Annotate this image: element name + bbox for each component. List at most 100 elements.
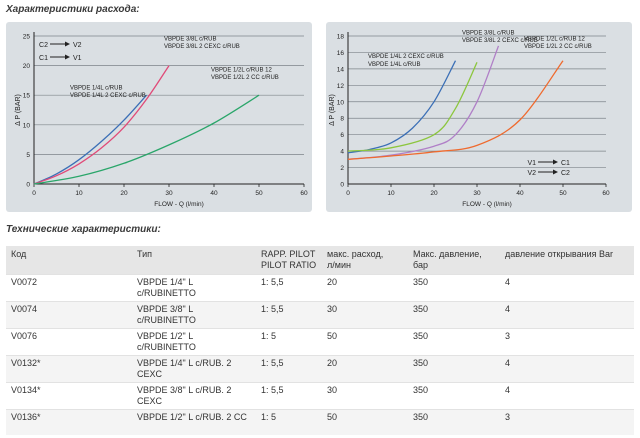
cell-opening-pressure: 4 bbox=[500, 301, 634, 329]
cell-code: V0132* bbox=[6, 355, 132, 383]
series-label: VBPDE 1/4L 2 CEXC c/RUB bbox=[368, 54, 444, 60]
cell-pilot-ratio: 1: 5,5 bbox=[256, 355, 322, 383]
y-tick-label: 0 bbox=[340, 182, 344, 189]
x-tick-label: 50 bbox=[255, 190, 263, 197]
series-line bbox=[347, 60, 564, 160]
x-tick-label: 50 bbox=[559, 190, 567, 197]
x-axis-label: FLOW - Q (l/min) bbox=[154, 201, 203, 208]
y-tick-label: 10 bbox=[23, 122, 31, 129]
cell-max-pressure: 350 bbox=[408, 382, 500, 410]
legend-arrow-to: C1 bbox=[561, 160, 570, 167]
header-type: Тип bbox=[132, 246, 256, 275]
legend-arrow-to: C2 bbox=[561, 170, 570, 177]
cell-pilot-ratio: 1: 5,5 bbox=[256, 274, 322, 302]
cell-opening-pressure: 4 bbox=[500, 355, 634, 383]
series-label: VBPDE 1/4L c/RUB VBPDE 1/4L 2 CEXC c/RUB bbox=[70, 86, 146, 100]
cell-max-flow: 50 bbox=[322, 328, 408, 356]
table-row: V0132* VBPDE 1/4" L c/RUB. 2 CEXC 1: 5,5 … bbox=[6, 355, 634, 383]
cell-code: V0074 bbox=[6, 301, 132, 329]
table-row: V0134* VBPDE 3/8" L c/RUB. 2 CEXC 1: 5,5 … bbox=[6, 382, 634, 410]
arrow-head-icon bbox=[553, 159, 558, 165]
arrow-head-icon bbox=[65, 41, 70, 47]
header-max-pressure: Макс. давление, бар bbox=[408, 246, 500, 275]
cell-max-flow: 30 bbox=[322, 382, 408, 410]
cell-max-pressure: 350 bbox=[408, 355, 500, 383]
series-label: VBPDE 3/8L c/RUB VBPDE 3/8L 2 CEXC c/RUB bbox=[164, 37, 240, 51]
series-label: VBPDE 1/4L c/RUB bbox=[368, 62, 420, 68]
cell-type: VBPDE 3/8" L c/RUB. 2 CEXC bbox=[132, 382, 256, 410]
legend-arrow-from: V1 bbox=[527, 160, 536, 167]
y-tick-label: 14 bbox=[337, 66, 345, 73]
arrow-head-icon bbox=[65, 54, 70, 60]
cell-opening-pressure: 3 bbox=[500, 409, 634, 435]
y-tick-label: 5 bbox=[26, 152, 30, 159]
series-line bbox=[33, 65, 170, 185]
cell-max-pressure: 350 bbox=[408, 274, 500, 302]
y-tick-label: 6 bbox=[340, 132, 344, 139]
x-tick-label: 10 bbox=[387, 190, 395, 197]
cell-pilot-ratio: 1: 5 bbox=[256, 328, 322, 356]
cell-max-flow: 20 bbox=[322, 274, 408, 302]
series-line bbox=[347, 62, 478, 152]
y-tick-label: 15 bbox=[23, 93, 31, 100]
cell-type: VBPDE 1/4" L c/RUB. 2 CEXC bbox=[132, 355, 256, 383]
y-tick-label: 4 bbox=[340, 149, 344, 156]
series-line bbox=[33, 94, 147, 185]
cell-pilot-ratio: 1: 5 bbox=[256, 409, 322, 435]
cell-opening-pressure: 4 bbox=[500, 274, 634, 302]
series-label: VBPDE 1/2L c/RUB 12 VBPDE 1/2L 2 CC c/RUB bbox=[211, 68, 279, 82]
cell-max-pressure: 350 bbox=[408, 301, 500, 329]
cell-opening-pressure: 3 bbox=[500, 328, 634, 356]
series-line bbox=[347, 60, 457, 154]
specs-table: Код Тип RAPP. PILOT PILOT RATIO макс. рас… bbox=[6, 246, 634, 435]
cell-max-flow: 50 bbox=[322, 409, 408, 435]
cell-code: V0076 bbox=[6, 328, 132, 356]
x-tick-label: 40 bbox=[516, 190, 524, 197]
legend-arrow-from: C1 bbox=[39, 55, 48, 62]
x-tick-label: 30 bbox=[165, 190, 173, 197]
tech-characteristics-title: Технические характеристики: bbox=[6, 224, 161, 235]
y-tick-label: 0 bbox=[26, 182, 30, 189]
series-label: VBPDE 3/8L c/RUB VBPDE 3/8L 2 CEXC c/RUB bbox=[462, 31, 538, 45]
cell-max-flow: 20 bbox=[322, 355, 408, 383]
cell-pilot-ratio: 1: 5,5 bbox=[256, 301, 322, 329]
y-tick-label: 25 bbox=[23, 34, 31, 41]
cell-code: V0136* bbox=[6, 409, 132, 435]
legend-arrow-from: V2 bbox=[527, 170, 536, 177]
x-tick-label: 20 bbox=[120, 190, 128, 197]
y-tick-label: 12 bbox=[337, 83, 345, 90]
legend-arrow-from: C2 bbox=[39, 42, 48, 49]
header-pilot-ratio: RAPP. PILOT PILOT RATIO bbox=[256, 246, 322, 275]
x-tick-label: 40 bbox=[210, 190, 218, 197]
x-tick-label: 60 bbox=[602, 190, 610, 197]
y-tick-label: 2 bbox=[340, 165, 344, 172]
chart-panel-right: 0 2 4 6 8 10 12 14 16 18 0 10 20 30 40 50 60 FLOW - Q (l/… bbox=[326, 22, 632, 212]
header-max-flow: макс. расход, л/мин bbox=[322, 246, 408, 275]
flow-characteristics-title: Характеристики расхода: bbox=[6, 4, 140, 15]
x-tick-label: 0 bbox=[32, 190, 36, 197]
x-tick-label: 10 bbox=[75, 190, 83, 197]
cell-max-pressure: 350 bbox=[408, 409, 500, 435]
cell-opening-pressure: 4 bbox=[500, 382, 634, 410]
header-opening-pressure: давление открывания Bar bbox=[500, 246, 634, 275]
arrow-head-icon bbox=[553, 169, 558, 175]
y-tick-label: 18 bbox=[337, 34, 345, 41]
cell-type: VBPDE 1/2" L c/RUB. 2 CC bbox=[132, 409, 256, 435]
y-tick-label: 8 bbox=[340, 116, 344, 123]
x-tick-label: 60 bbox=[300, 190, 308, 197]
legend-arrow-to: V2 bbox=[73, 42, 82, 49]
y-tick-label: 10 bbox=[337, 99, 345, 106]
legend-arrow-to: V1 bbox=[73, 55, 82, 62]
cell-pilot-ratio: 1: 5,5 bbox=[256, 382, 322, 410]
cell-code: V0134* bbox=[6, 382, 132, 410]
cell-max-flow: 30 bbox=[322, 301, 408, 329]
y-axis-label: Δ P (BAR) bbox=[329, 94, 336, 126]
x-tick-label: 30 bbox=[473, 190, 481, 197]
table-header-row: Код Тип RAPP. PILOT PILOT RATIO макс. рас… bbox=[6, 246, 634, 275]
y-tick-label: 20 bbox=[23, 63, 31, 70]
chart-panel-left: 0 5 10 15 20 25 0 10 20 30 40 50 60 FLOW - Q (l/min) Δ… bbox=[6, 22, 312, 212]
